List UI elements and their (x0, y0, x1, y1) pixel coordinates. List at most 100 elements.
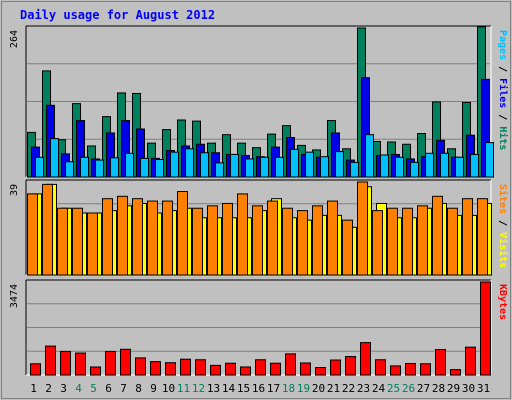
hits-files-pages-bar-pages-24 (380, 154, 389, 178)
kbytes-bar-kbytes-11 (180, 358, 191, 376)
hits-files-pages-legend-item-0: Pages (497, 30, 508, 60)
hits-files-pages-bar-pages-31 (485, 142, 494, 178)
x-tick-label-7: 7 (120, 382, 127, 395)
visits-sites-panel: 39 Sites / Visits (9, 179, 509, 276)
visits-sites-bar-sites-16 (252, 205, 263, 276)
kbytes-bar-kbytes-18 (285, 353, 296, 376)
x-tick-label-15: 15 (237, 382, 250, 395)
visits-sites-bar-sites-3 (57, 207, 68, 276)
kbytes-bar-kbytes-28 (435, 349, 446, 376)
kbytes-bar-kbytes-7 (120, 348, 131, 376)
visits-sites-bar-sites-8 (132, 198, 143, 276)
hits-files-pages-bar-pages-25 (395, 156, 404, 178)
visits-sites-bar-sites-9 (147, 200, 158, 276)
visits-sites-bar-sites-30 (462, 198, 473, 276)
x-tick-label-14: 14 (222, 382, 236, 395)
hits-files-pages-bar-pages-5 (95, 159, 104, 178)
chart-title: Daily usage for August 2012 (20, 8, 215, 22)
hits-files-pages-bar-pages-10 (170, 151, 179, 178)
kbytes-bar-kbytes-12 (195, 359, 206, 376)
hits-files-pages-legend-item-3: / (497, 108, 508, 126)
kbytes-bar-kbytes-2 (45, 345, 56, 376)
kbytes-bar-kbytes-6 (105, 350, 116, 376)
visits-sites-bar-sites-18 (282, 207, 293, 276)
kbytes-bar-kbytes-13 (210, 364, 221, 376)
x-tick-label-5: 5 (90, 382, 97, 395)
kbytes-bar-kbytes-9 (150, 361, 161, 376)
hits-files-pages-bar-pages-7 (125, 152, 134, 178)
x-tick-label-26: 26 (402, 382, 415, 395)
visits-sites-bar-sites-7 (117, 195, 128, 276)
x-tick-label-10: 10 (162, 382, 175, 395)
x-tick-label-12: 12 (192, 382, 205, 395)
visits-sites-legend: Sites / Visits (497, 184, 509, 268)
kbytes-legend-item-0: KBytes (497, 284, 508, 320)
visits-sites-bar-sites-27 (417, 205, 428, 276)
x-tick-label-4: 4 (75, 382, 82, 395)
kbytes-bar-kbytes-14 (225, 362, 236, 376)
visits-sites-bar-sites-14 (222, 202, 233, 276)
kbytes-bar-kbytes-8 (135, 357, 146, 376)
kbytes-bar-kbytes-10 (165, 362, 176, 376)
kbytes-bar-kbytes-27 (420, 363, 431, 376)
hits-files-pages-series-pages (35, 134, 494, 178)
hits-files-pages-bar-pages-6 (110, 157, 119, 178)
x-tick-label-29: 29 (447, 382, 460, 395)
hits-files-pages-bar-pages-2 (50, 138, 59, 178)
kbytes-series-kbytes (30, 281, 491, 376)
kbytes-bar-kbytes-19 (300, 362, 311, 376)
kbytes-bar-kbytes-30 (465, 346, 476, 376)
visits-sites-bar-sites-11 (177, 191, 188, 276)
visits-sites-bar-sites-2 (42, 183, 53, 276)
x-tick-label-20: 20 (312, 382, 325, 395)
visits-sites-legend-item-1: / (497, 214, 508, 232)
hits-files-pages-bar-pages-19 (305, 151, 314, 178)
hits-files-pages-bar-pages-17 (275, 156, 284, 178)
x-tick-label-3: 3 (60, 382, 67, 395)
hits-files-pages-bar-pages-12 (200, 152, 209, 178)
kbytes-bar-kbytes-23 (360, 342, 371, 376)
hits-files-pages-bar-pages-1 (35, 156, 44, 178)
x-tick-label-19: 19 (297, 382, 310, 395)
kbytes-bar-kbytes-3 (60, 350, 71, 376)
x-tick-label-30: 30 (462, 382, 475, 395)
kbytes-bar-kbytes-26 (405, 362, 416, 376)
hits-files-pages-bar-pages-18 (290, 148, 299, 178)
hits-files-pages-bar-pages-28 (440, 152, 449, 178)
visits-sites-bar-sites-5 (87, 212, 98, 276)
kbytes-bar-kbytes-4 (75, 352, 86, 376)
x-tick-label-22: 22 (342, 382, 355, 395)
x-tick-label-2: 2 (45, 382, 52, 395)
hits-files-pages-bar-pages-30 (470, 153, 479, 178)
visits-sites-bar-sites-6 (102, 198, 113, 276)
kbytes-bar-kbytes-29 (450, 369, 461, 376)
x-tick-label-23: 23 (357, 382, 370, 395)
hits-files-pages-legend-item-2: Files (497, 78, 509, 108)
x-tick-label-18: 18 (282, 382, 295, 395)
x-tick-label-17: 17 (267, 382, 280, 395)
x-tick-label-1: 1 (30, 382, 37, 395)
visits-sites-bar-sites-4 (72, 207, 83, 276)
hits-files-pages-max-label: 264 (9, 30, 20, 48)
hits-files-pages-bar-pages-16 (260, 156, 269, 178)
hits-files-pages-bar-pages-13 (215, 162, 224, 178)
kbytes-bar-kbytes-17 (270, 362, 281, 376)
visits-sites-bar-sites-1 (27, 193, 38, 276)
visits-sites-bar-sites-28 (432, 195, 443, 276)
x-tick-label-25: 25 (387, 382, 400, 395)
x-tick-label-24: 24 (372, 382, 386, 395)
visits-sites-bar-sites-23 (357, 181, 368, 276)
x-tick-label-27: 27 (417, 382, 430, 395)
hits-files-pages-bar-pages-9 (155, 159, 164, 178)
visits-sites-bar-sites-29 (447, 207, 458, 276)
visits-sites-bar-sites-20 (312, 205, 323, 276)
hits-files-pages-bar-pages-22 (350, 161, 359, 178)
visits-sites-legend-item-2: Visits (497, 232, 509, 268)
hits-files-pages-bar-pages-3 (65, 161, 74, 178)
hits-files-pages-bar-pages-4 (80, 156, 89, 178)
visits-sites-series-sites (27, 181, 488, 276)
visits-sites-bar-sites-12 (192, 207, 203, 276)
hits-files-pages-bar-pages-21 (335, 151, 344, 178)
kbytes-bar-kbytes-25 (390, 365, 401, 376)
